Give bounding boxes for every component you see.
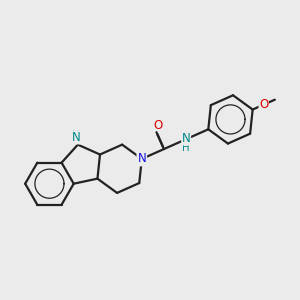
Text: H: H xyxy=(72,130,80,140)
Text: H: H xyxy=(182,143,190,153)
Text: N: N xyxy=(182,132,190,145)
Text: O: O xyxy=(153,118,162,132)
Text: N: N xyxy=(72,131,80,144)
Text: O: O xyxy=(259,98,268,111)
Text: N: N xyxy=(137,152,146,165)
